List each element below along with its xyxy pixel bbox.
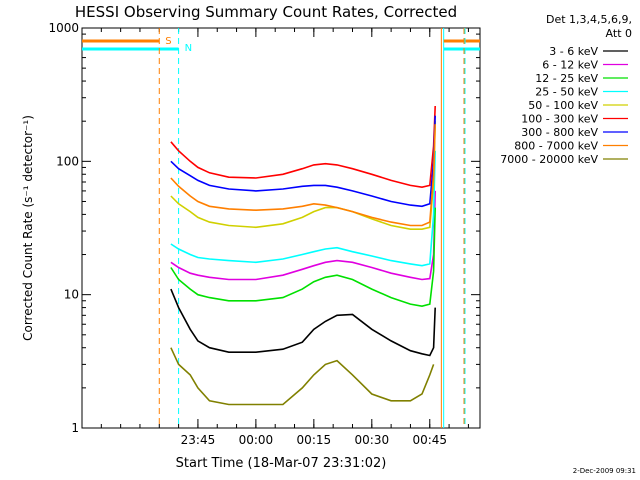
- legend-label-6: 300 - 800 keV: [521, 126, 598, 139]
- legend-header-line1: Det 1,3,4,5,6,9,: [546, 13, 632, 26]
- x-tick-label: 00:30: [355, 433, 390, 447]
- x-tick-label: 00:00: [239, 433, 274, 447]
- legend-label-3: 25 - 50 keV: [535, 86, 598, 99]
- plot-layer: 1 10 100 1000 23:45 00:00 00:15 00:30 00:45 S N: [48, 21, 481, 447]
- legend-label-5: 100 - 300 keV: [521, 113, 598, 126]
- chart-title: HESSI Observing Summary Count Rates, Cor…: [75, 3, 457, 21]
- legend-label-7: 800 - 7000 keV: [514, 140, 598, 153]
- legend-label-4: 50 - 100 keV: [528, 99, 598, 112]
- series-line-6: [170, 115, 436, 208]
- y-axis-label: Corrected Count Rate (s⁻¹ detector⁻¹): [21, 115, 35, 341]
- legend-label-2: 12 - 25 keV: [535, 72, 598, 85]
- y-tick-label: 10: [64, 288, 79, 302]
- legend-label-0: 3 - 6 keV: [549, 45, 598, 58]
- night-label: N: [185, 43, 192, 54]
- y-tick-label: 1000: [48, 21, 79, 35]
- y-tick-label: 100: [56, 154, 79, 168]
- series-line-3: [170, 150, 436, 267]
- series-line-7: [170, 124, 436, 227]
- x-axis-label: Start Time (18-Mar-07 23:31:02): [176, 456, 387, 471]
- series-line-5: [170, 105, 436, 189]
- x-tick-label: 00:15: [297, 433, 332, 447]
- x-tick-label: 00:45: [412, 433, 447, 447]
- series-line-4: [170, 121, 436, 230]
- series-line-0: [170, 288, 436, 357]
- legend-header-line2: Att 0: [606, 27, 632, 40]
- y-tick-label: 1: [71, 421, 79, 435]
- series-line-1: [170, 190, 436, 281]
- x-tick-label: 23:45: [181, 433, 216, 447]
- saa-label: S: [165, 36, 171, 47]
- series-line-8: [170, 347, 435, 406]
- plot-frame: [81, 27, 481, 429]
- series-line-2: [170, 207, 436, 308]
- legend-label-8: 7000 - 20000 keV: [500, 153, 598, 166]
- timestamp: 2-Dec-2009 09:31: [573, 467, 636, 475]
- legend-label-1: 6 - 12 keV: [542, 59, 598, 72]
